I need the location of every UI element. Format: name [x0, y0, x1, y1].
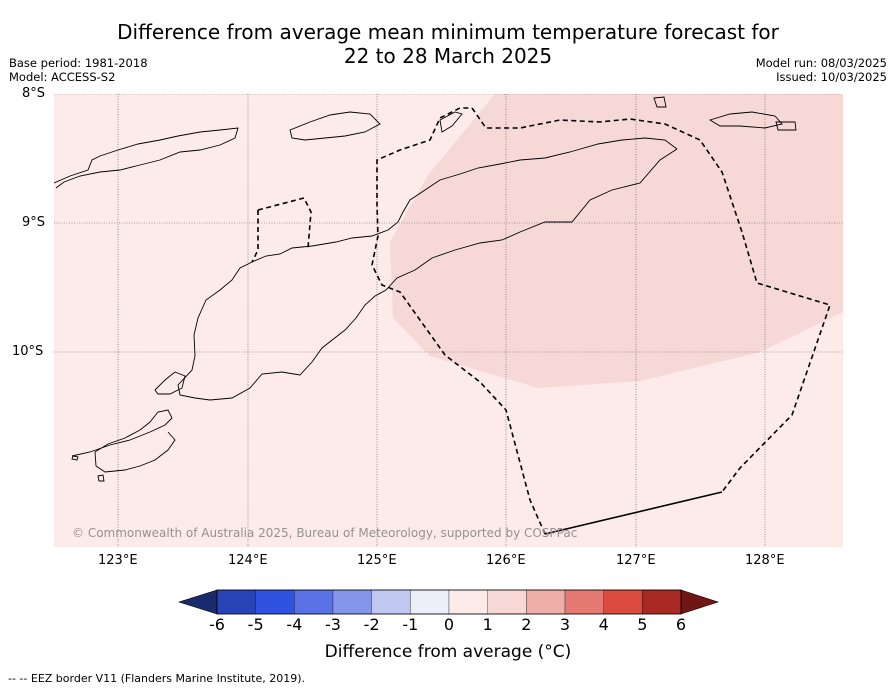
- colorbar-extend-high: [680, 589, 719, 615]
- island-small-5: [439, 111, 463, 133]
- timor-coast: [177, 137, 678, 401]
- lat-label-8s: 8°S: [22, 86, 46, 101]
- lon-label-125e: 125°E: [357, 553, 397, 568]
- title-line1: Difference from average mean minimum tem…: [117, 20, 779, 44]
- base-period: Base period: 1981-2018: [9, 56, 148, 70]
- colorbar-tick-label: 6: [675, 615, 687, 634]
- meta-left: Base period: 1981-2018 Model: ACCESS-S2: [9, 56, 148, 84]
- colorbar-tick-label: 5: [637, 615, 648, 634]
- colorbar-segments: [178, 589, 719, 615]
- colorbar-segment: [448, 589, 488, 615]
- copyright-text: © Commonwealth of Australia 2025, Bureau…: [72, 526, 578, 540]
- wetar-coast: [708, 111, 783, 129]
- issued-date: Issued: 10/03/2025: [776, 70, 887, 84]
- colorbar-segment: [371, 589, 411, 615]
- footnote: -- -- EEZ border V11 (Flanders Marine In…: [8, 672, 306, 685]
- meta-right: Model run: 08/03/2025 Issued: 10/03/2025: [756, 56, 887, 84]
- coastlines: [54, 96, 797, 482]
- lat-label-9s: 9°S: [22, 215, 46, 230]
- colorbar-segment: [487, 589, 527, 615]
- colorbar-segment: [642, 589, 682, 615]
- island-small-2: [775, 121, 797, 131]
- island-small-4: [71, 455, 79, 461]
- sumba-coast: [71, 409, 176, 473]
- colorbar-segment: [332, 589, 372, 615]
- colorbar-tick-label: -6: [209, 615, 225, 634]
- lat-label-10s: 10°S: [12, 344, 44, 359]
- colorbar-segment: [294, 589, 334, 615]
- colorbar-segment: [564, 589, 604, 615]
- chart-title: Difference from average mean minimum tem…: [0, 20, 896, 68]
- lon-label-128e: 128°E: [745, 553, 785, 568]
- lon-label-126e: 126°E: [486, 553, 526, 568]
- colorbar-tick-label: -2: [363, 615, 380, 634]
- lon-label-127e: 127°E: [616, 553, 656, 568]
- title-line2: 22 to 28 March 2025: [343, 44, 553, 68]
- flores-coast: [54, 127, 239, 189]
- colorbar-segment: [603, 589, 643, 615]
- eez-border: [251, 107, 832, 535]
- model-name: Model: ACCESS-S2: [9, 70, 116, 84]
- model-run: Model run: 08/03/2025: [755, 56, 887, 70]
- colorbar-segment: [255, 589, 295, 615]
- rote-coast: [154, 371, 186, 395]
- colorbar-frame: [216, 589, 682, 615]
- anomaly-warm-patch: [390, 94, 843, 388]
- island-small-1: [653, 96, 667, 108]
- island-small-3: [97, 474, 105, 482]
- lon-label-124e: 124°E: [228, 553, 268, 568]
- colorbar-segment: [526, 589, 566, 615]
- colorbar-tick-label: -5: [247, 615, 264, 634]
- colorbar-tick-label: 0: [443, 615, 455, 634]
- colorbar-tick-label: 1: [482, 615, 493, 634]
- colorbar-tick-label: 4: [598, 615, 609, 634]
- colorbar-extend-low: [178, 589, 218, 615]
- colorbar-tick-label: -1: [402, 615, 419, 634]
- colorbar-tick-label: 2: [521, 615, 532, 634]
- lon-label-123e: 123°E: [98, 553, 138, 568]
- colorbar-segment: [216, 589, 256, 615]
- colorbar-tick-label: 3: [559, 615, 571, 634]
- colorbar-label: Difference from average (°C): [324, 642, 572, 662]
- alor-coast: [289, 111, 381, 141]
- colorbar-tick-label: -4: [286, 615, 303, 634]
- colorbar-tick-label: -3: [325, 615, 341, 634]
- gridlines: [54, 94, 843, 547]
- colorbar-segment: [410, 589, 450, 615]
